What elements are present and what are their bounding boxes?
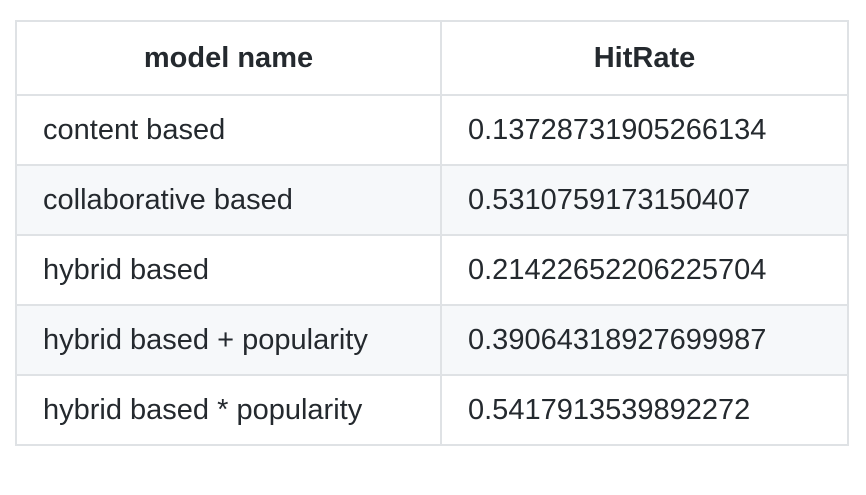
header-model-name: model name	[15, 20, 442, 96]
table-row: hybrid based + popularity 0.390643189276…	[15, 304, 849, 376]
cell-model-name: hybrid based	[15, 234, 442, 306]
cell-model-name: hybrid based + popularity	[15, 304, 442, 376]
table-row: hybrid based 0.21422652206225704	[15, 234, 849, 306]
cell-model-name: hybrid based * popularity	[15, 374, 442, 446]
cell-hitrate: 0.39064318927699987	[440, 304, 849, 376]
cell-hitrate: 0.13728731905266134	[440, 94, 849, 166]
results-table: model name HitRate content based 0.13728…	[15, 20, 849, 446]
cell-hitrate: 0.5310759173150407	[440, 164, 849, 236]
cell-model-name: collaborative based	[15, 164, 442, 236]
table-row: content based 0.13728731905266134	[15, 94, 849, 166]
cell-hitrate: 0.5417913539892272	[440, 374, 849, 446]
header-hitrate: HitRate	[440, 20, 849, 96]
cell-hitrate: 0.21422652206225704	[440, 234, 849, 306]
table-body: content based 0.13728731905266134 collab…	[15, 94, 849, 446]
table-header: model name HitRate	[15, 20, 849, 96]
header-row: model name HitRate	[15, 20, 849, 96]
table-row: hybrid based * popularity 0.541791353989…	[15, 374, 849, 446]
table-row: collaborative based 0.5310759173150407	[15, 164, 849, 236]
cell-model-name: content based	[15, 94, 442, 166]
